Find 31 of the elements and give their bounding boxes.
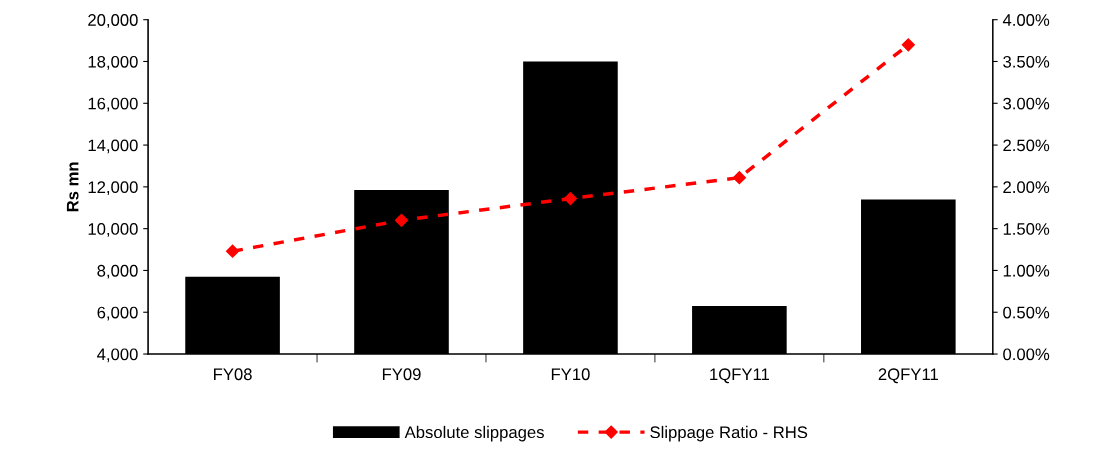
y-tick-label: 14,000 [88,139,138,154]
y-tick-label: 10,000 [88,223,138,237]
point [901,38,915,52]
point [394,213,409,227]
x-tick-label: 2QFY11 [878,368,938,384]
y2-tick-label: 4.00% [1002,14,1050,26]
y2-tick-label: 1.50% [1003,223,1050,235]
point [225,244,240,258]
point [563,191,578,206]
y-tick-label: 6,000 [97,306,138,321]
y-tick-label: 20,000 [88,14,138,28]
x-tick-label: FY09 [382,368,421,381]
y-tick-label: 8,000 [97,264,138,279]
y2-tick-label: 1.00% [1003,264,1050,277]
y-tick-label: 12,000 [88,181,138,196]
legend-label: Absolute slippages [404,425,544,442]
y2-tick-label: 2.00% [1003,181,1050,194]
y-tick-label: 18,000 [88,55,138,70]
y-axis-title: Rs mn [66,162,79,212]
y2-tick-label: 3.50% [1003,55,1050,68]
y2-tick-label: 0.50% [1003,306,1050,319]
y-tick-label: 16,000 [88,97,138,112]
y2-tick-label: 0.00% [1003,348,1050,361]
y2-tick-label: 3.00% [1003,97,1050,110]
x-tick-label: 1QFY11 [710,368,769,384]
y-tick-label: 4,000 [97,348,138,363]
legend-label: Slippage Ratio - RHS [650,425,808,442]
y2-tick-label: 2.50% [1003,139,1050,152]
x-tick-label: FY08 [214,368,252,381]
point [732,171,746,185]
x-tick-label: FY10 [551,368,590,381]
